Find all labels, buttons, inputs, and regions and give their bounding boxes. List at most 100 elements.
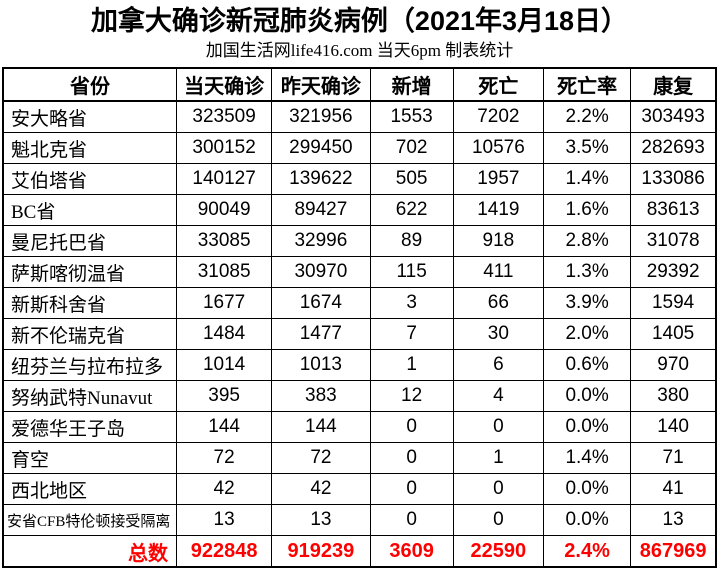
column-header: 当天确诊 — [175, 67, 273, 102]
province-cell: 新斯科舍省 — [2, 287, 177, 319]
value-cell: 1.4% — [542, 163, 632, 195]
totals-value: 22590 — [452, 535, 544, 568]
value-cell: 13 — [271, 504, 371, 536]
value-cell: 970 — [630, 349, 717, 381]
totals-value: 2.4% — [542, 535, 632, 568]
value-cell: 3.5% — [542, 132, 632, 164]
value-cell: 1 — [369, 349, 454, 381]
value-cell: 1419 — [452, 194, 544, 226]
value-cell: 0 — [369, 411, 454, 443]
table-row: BC省 90049 89427 622 1419 1.6% 83613 — [2, 194, 717, 226]
value-cell: 29392 — [630, 256, 717, 288]
value-cell: 0 — [452, 473, 544, 505]
value-cell: 383 — [271, 380, 371, 412]
value-cell: 140 — [630, 411, 717, 443]
value-cell: 140127 — [175, 163, 273, 195]
table-row: 纽芬兰与拉布拉多 1014 1013 1 6 0.6% 970 — [2, 349, 717, 381]
value-cell: 3.9% — [542, 287, 632, 319]
column-header: 死亡率 — [542, 67, 632, 102]
value-cell: 89 — [369, 225, 454, 257]
totals-value: 919239 — [271, 535, 371, 568]
table-row: 安省CFB特伦顿接受隔离 13 13 0 0 0.0% 13 — [2, 504, 717, 536]
value-cell: 7 — [369, 318, 454, 350]
totals-row: 总数 922848 919239 3609 22590 2.4% 867969 — [2, 535, 717, 568]
value-cell: 66 — [452, 287, 544, 319]
province-cell: 新不伦瑞克省 — [2, 318, 177, 350]
page-title: 加拿大确诊新冠肺炎病例（2021年3月18日） — [90, 6, 629, 36]
totals-value: 922848 — [175, 535, 273, 568]
table-row: 爱德华王子岛 144 144 0 0 0.0% 140 — [2, 411, 717, 443]
province-cell: 魁北克省 — [2, 132, 177, 164]
value-cell: 133086 — [630, 163, 717, 195]
value-cell: 1484 — [175, 318, 273, 350]
value-cell: 1013 — [271, 349, 371, 381]
column-header: 省份 — [2, 67, 177, 102]
province-cell: 安大略省 — [2, 100, 177, 133]
value-cell: 144 — [175, 411, 273, 443]
value-cell: 42 — [271, 473, 371, 505]
value-cell: 71 — [630, 442, 717, 474]
value-cell: 2.0% — [542, 318, 632, 350]
table-footer: 总数 922848 919239 3609 22590 2.4% 867969 — [2, 535, 717, 568]
value-cell: 300152 — [175, 132, 273, 164]
page-subtitle: 加国生活网life416.com 当天6pm 制表统计 — [205, 41, 514, 60]
value-cell: 6 — [452, 349, 544, 381]
value-cell: 3 — [369, 287, 454, 319]
column-header: 康复 — [630, 67, 717, 102]
province-cell: 西北地区 — [2, 473, 177, 505]
province-cell: 纽芬兰与拉布拉多 — [2, 349, 177, 381]
value-cell: 0.0% — [542, 473, 632, 505]
value-cell: 83613 — [630, 194, 717, 226]
value-cell: 13 — [630, 504, 717, 536]
value-cell: 32996 — [271, 225, 371, 257]
value-cell: 622 — [369, 194, 454, 226]
value-cell: 2.8% — [542, 225, 632, 257]
value-cell: 1594 — [630, 287, 717, 319]
value-cell: 1957 — [452, 163, 544, 195]
table-body: 安大略省 323509 321956 1553 7202 2.2% 303493 魁北克省 30… — [2, 100, 717, 536]
value-cell: 12 — [369, 380, 454, 412]
value-cell: 10576 — [452, 132, 544, 164]
table-row: 西北地区 42 42 0 0 0.0% 41 — [2, 473, 717, 505]
table-header: 省份 当天确诊 昨天确诊 新增 死亡 死亡率 康复 — [2, 67, 717, 102]
value-cell: 1.4% — [542, 442, 632, 474]
value-cell: 0.0% — [542, 380, 632, 412]
value-cell: 30970 — [271, 256, 371, 288]
value-cell: 144 — [271, 411, 371, 443]
value-cell: 918 — [452, 225, 544, 257]
value-cell: 702 — [369, 132, 454, 164]
value-cell: 282693 — [630, 132, 717, 164]
value-cell: 30 — [452, 318, 544, 350]
value-cell: 1553 — [369, 100, 454, 133]
value-cell: 0 — [369, 473, 454, 505]
value-cell: 72 — [175, 442, 273, 474]
table-row: 曼尼托巴省 33085 32996 89 918 2.8% 31078 — [2, 225, 717, 257]
value-cell: 31078 — [630, 225, 717, 257]
value-cell: 41 — [630, 473, 717, 505]
value-cell: 90049 — [175, 194, 273, 226]
value-cell: 303493 — [630, 100, 717, 133]
value-cell: 72 — [271, 442, 371, 474]
table-row: 育空 72 72 0 1 1.4% 71 — [2, 442, 717, 474]
value-cell: 1014 — [175, 349, 273, 381]
totals-value: 3609 — [369, 535, 454, 568]
totals-label: 总数 — [2, 535, 177, 568]
table-row: 魁北克省 300152 299450 702 10576 3.5% 282693 — [2, 132, 717, 164]
table-row: 新不伦瑞克省 1484 1477 7 30 2.0% 1405 — [2, 318, 717, 350]
value-cell: 89427 — [271, 194, 371, 226]
column-header: 昨天确诊 — [271, 67, 371, 102]
value-cell: 7202 — [452, 100, 544, 133]
value-cell: 0.0% — [542, 504, 632, 536]
value-cell: 0 — [369, 504, 454, 536]
value-cell: 31085 — [175, 256, 273, 288]
table-row: 新斯科舍省 1677 1674 3 66 3.9% 1594 — [2, 287, 717, 319]
province-cell: BC省 — [2, 194, 177, 226]
table-row: 努纳武特Nunavut 395 383 12 4 0.0% 380 — [2, 380, 717, 412]
value-cell: 139622 — [271, 163, 371, 195]
value-cell: 0.6% — [542, 349, 632, 381]
value-cell: 4 — [452, 380, 544, 412]
value-cell: 321956 — [271, 100, 371, 133]
value-cell: 299450 — [271, 132, 371, 164]
value-cell: 1.6% — [542, 194, 632, 226]
value-cell: 1405 — [630, 318, 717, 350]
